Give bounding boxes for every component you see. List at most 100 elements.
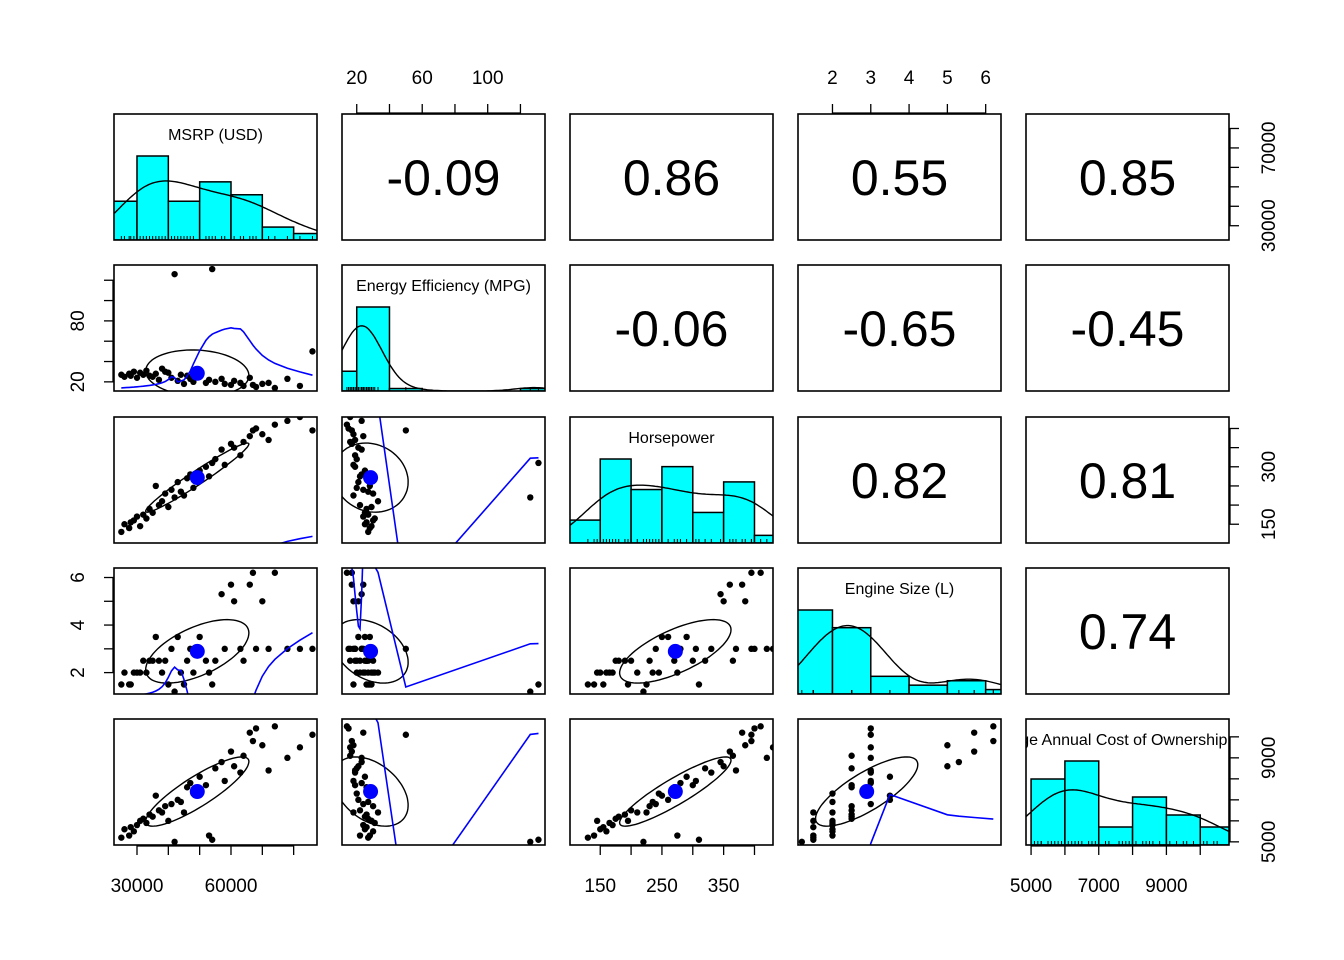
data-point	[271, 421, 279, 428]
panel-frame	[113, 113, 318, 241]
data-point	[361, 773, 369, 780]
data-point	[177, 798, 185, 806]
panel-3-2	[569, 567, 774, 770]
panel-2-4: 0.81	[1025, 416, 1230, 544]
tick-label: 100	[472, 68, 504, 89]
data-point	[205, 473, 213, 480]
data-point	[402, 427, 410, 434]
data-point	[763, 645, 771, 653]
data-point	[183, 657, 191, 664]
data-point	[252, 645, 260, 653]
data-point	[867, 777, 874, 785]
data-point	[655, 669, 663, 676]
tick-label: 9000	[1259, 737, 1280, 779]
data-point	[360, 581, 367, 588]
data-point	[350, 681, 357, 688]
data-point	[363, 519, 370, 526]
data-point	[368, 503, 375, 511]
data-point	[309, 645, 316, 653]
data-point	[218, 446, 225, 453]
data-point	[265, 645, 272, 653]
data-point	[351, 645, 359, 653]
data-point	[187, 779, 194, 787]
data-point	[664, 633, 672, 641]
data-point	[161, 657, 169, 664]
data-point	[346, 744, 354, 751]
histogram-bar	[198, 181, 232, 240]
data-point	[757, 569, 764, 576]
data-point	[350, 461, 357, 469]
histogram-bar	[355, 306, 391, 391]
panel-frame	[341, 113, 546, 241]
histogram-bar	[1030, 778, 1066, 845]
data-point	[259, 742, 266, 749]
lowess-smooth-line	[588, 700, 773, 770]
correlation-value: 0.81	[1079, 453, 1176, 509]
data-point	[161, 802, 169, 810]
data-point	[171, 270, 178, 278]
data-point	[360, 729, 367, 736]
histogram-bar	[908, 684, 949, 694]
data-point	[133, 374, 141, 381]
data-point	[624, 817, 632, 825]
data-point	[161, 490, 169, 497]
data-point	[246, 729, 253, 736]
data-point	[353, 657, 360, 664]
data-point	[593, 669, 601, 676]
data-point	[748, 569, 755, 576]
mean-point	[189, 784, 205, 800]
data-point	[208, 265, 216, 273]
data-point	[249, 569, 257, 576]
correlation-value: -0.06	[615, 301, 729, 357]
panel-3-3: Engine Size (L)	[797, 567, 1002, 695]
tick-label: 30000	[111, 876, 164, 897]
data-point	[121, 521, 128, 528]
lowess-smooth-line	[279, 535, 313, 543]
data-point	[355, 444, 362, 451]
data-point	[708, 645, 715, 653]
data-point	[356, 473, 364, 480]
data-point	[218, 590, 225, 598]
data-point	[346, 645, 354, 653]
data-point	[535, 836, 542, 843]
data-point	[369, 657, 377, 664]
panel-frame	[113, 567, 318, 695]
data-point	[171, 838, 178, 845]
data-point	[600, 681, 607, 688]
data-point	[133, 513, 141, 520]
data-point	[374, 498, 382, 505]
data-point	[346, 438, 354, 446]
bottom-axis-2: 150 250 350	[584, 845, 756, 897]
lowess-smooth-line	[121, 326, 313, 389]
panel-4-4: Average Annual Cost of Ownership (USD)	[1025, 718, 1230, 846]
data-point	[212, 657, 219, 664]
data-point	[692, 777, 700, 785]
data-point	[867, 800, 874, 808]
data-point	[149, 657, 156, 664]
tick-label: 60000	[205, 876, 258, 897]
tick-label: 2	[68, 667, 89, 678]
data-point	[171, 688, 178, 694]
mean-point	[363, 643, 379, 659]
data-point	[810, 809, 817, 816]
lowess-smooth-line	[375, 719, 539, 845]
data-point	[152, 633, 159, 641]
data-point	[848, 781, 855, 789]
density-curve	[798, 624, 1001, 686]
data-point	[615, 813, 622, 820]
data-point	[227, 748, 235, 755]
lowess-smooth-line	[351, 568, 539, 689]
correlation-value: 0.74	[1079, 604, 1176, 660]
histogram-bar	[692, 511, 725, 543]
data-point	[886, 773, 894, 780]
mean-point	[667, 643, 683, 659]
data-point	[867, 754, 874, 762]
data-point	[584, 681, 592, 688]
data-point	[360, 432, 367, 440]
tick-label: 4	[904, 68, 915, 89]
data-point	[353, 790, 360, 797]
data-point	[848, 752, 855, 759]
correlation-value: 0.55	[851, 150, 948, 206]
data-point	[368, 522, 375, 530]
data-point	[343, 723, 351, 730]
